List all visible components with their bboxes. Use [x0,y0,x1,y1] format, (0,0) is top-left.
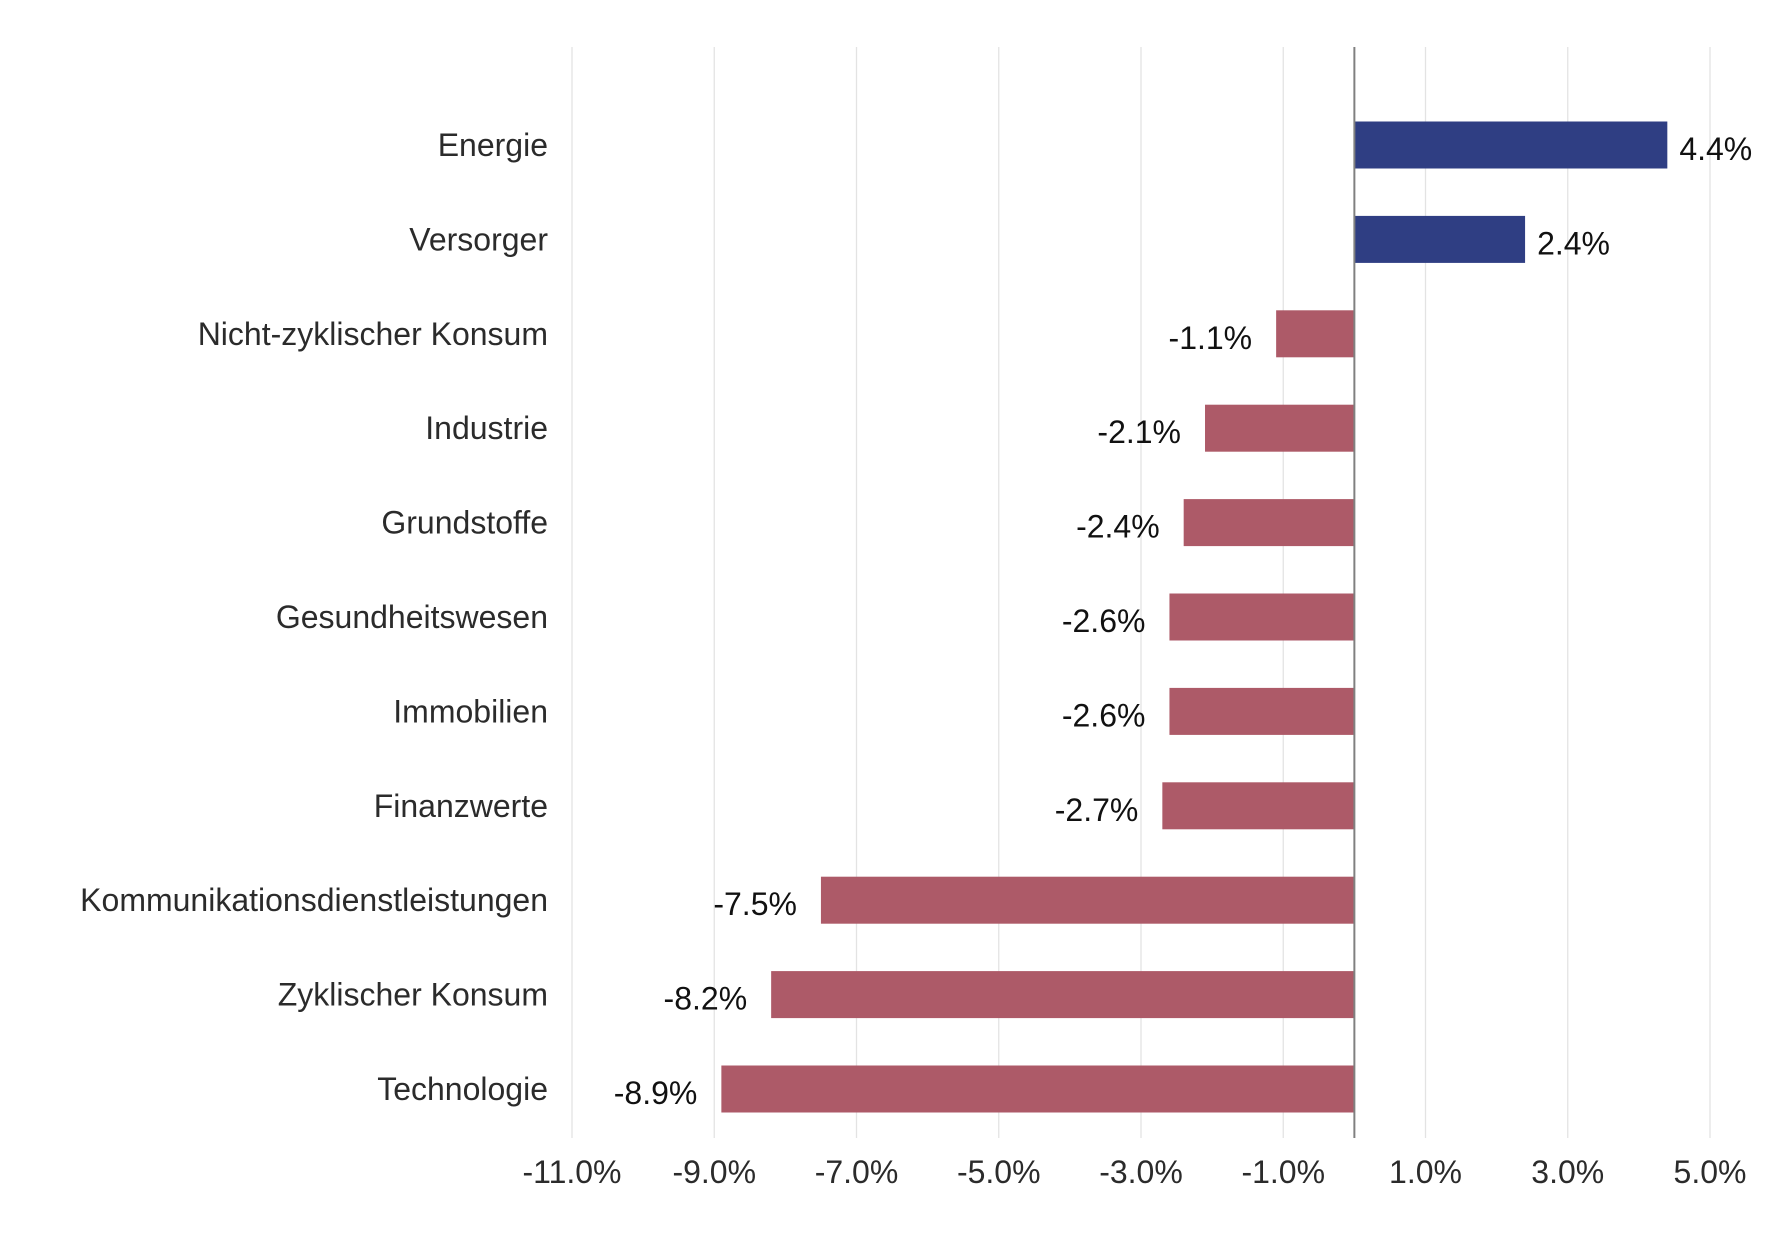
x-tick-label: -1.0% [1241,1154,1325,1190]
data-label: -8.9% [614,1075,698,1111]
data-label: -1.1% [1169,320,1253,356]
category-label: Gesundheitswesen [276,599,548,635]
bar [1205,404,1355,452]
data-label: -2.1% [1097,414,1181,450]
category-label: Versorger [409,221,548,257]
category-label: Energie [438,127,548,163]
category-label: Nicht-zyklischer Konsum [198,316,548,352]
bar [1162,782,1355,830]
data-label: -8.2% [664,981,748,1017]
bar [1276,310,1355,358]
data-label: -2.4% [1076,509,1160,545]
data-label: -2.6% [1062,603,1146,639]
bar [820,876,1355,924]
x-tick-label: -7.0% [815,1154,899,1190]
bar [1183,499,1355,547]
bar [721,1065,1355,1113]
category-label: Grundstoffe [381,505,548,541]
category-label: Kommunikationsdienstleistungen [80,882,548,918]
category-label: Finanzwerte [374,788,548,824]
category-labels: Energie Versorger Nicht-zyklischer Konsum I… [80,127,548,1107]
value-labels: 4.4% 2.4% -1.1% -2.1% -2.4% -2.6% -2.6% -2.7% -7… [614,131,1752,1111]
x-tick-label: -5.0% [957,1154,1041,1190]
data-label: -7.5% [713,886,797,922]
x-tick-label: 1.0% [1389,1154,1462,1190]
x-tick-label: -11.0% [522,1154,621,1190]
bar [1354,215,1526,263]
bar [771,971,1355,1019]
bar [1169,593,1355,641]
category-label: Technologie [377,1071,548,1107]
data-label: -2.7% [1055,792,1139,828]
category-label: Immobilien [393,693,548,729]
category-label: Industrie [425,410,548,446]
x-tick-label: -9.0% [672,1154,756,1190]
bar [1169,687,1355,735]
category-label: Zyklischer Konsum [278,977,548,1013]
data-label: 2.4% [1537,225,1610,261]
x-tick-label: -3.0% [1099,1154,1183,1190]
x-tick-label: 5.0% [1674,1154,1747,1190]
x-axis-tick-labels: -11.0% -9.0% -7.0% -5.0% -3.0% -1.0% 1.0% 3.0% 5… [522,1154,1746,1190]
data-label: -2.6% [1062,697,1146,733]
bar [1354,121,1668,169]
bars [721,121,1668,1113]
data-label: 4.4% [1679,131,1752,167]
x-tick-label: 3.0% [1531,1154,1604,1190]
